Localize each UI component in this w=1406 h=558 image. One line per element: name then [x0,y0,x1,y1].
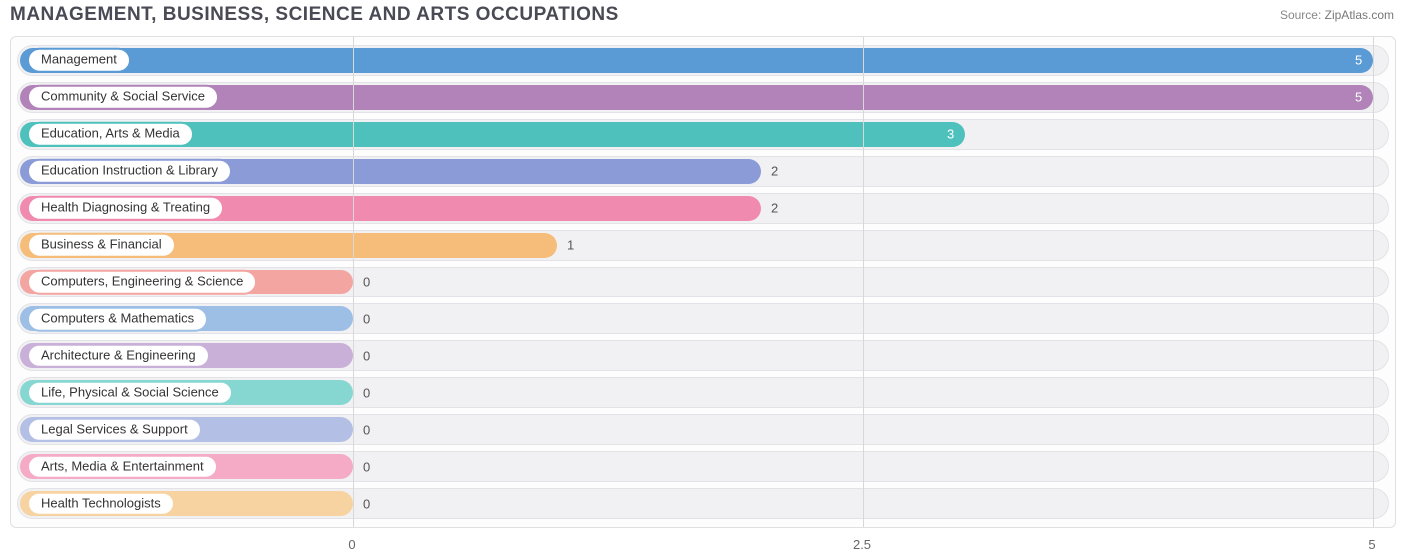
source-attribution: Source: ZipAtlas.com [1280,8,1394,22]
bar-value-label: 2 [771,201,778,216]
bar-value-label: 3 [947,127,954,142]
bar-row: Arts, Media & Entertainment 0 [17,451,1389,482]
bar-label-pill: Health Technologists [27,491,175,516]
bar-label-pill: Computers, Engineering & Science [27,270,257,295]
bar-label-pill: Management [27,48,131,73]
x-axis: 02.55 [10,532,1396,552]
bar-label-pill: Arts, Media & Entertainment [27,454,218,479]
bar-value-label: 1 [567,238,574,253]
bar-value-label: 2 [771,164,778,179]
x-axis-tick: 0 [348,537,355,552]
bar-rows: Management 5 Community & Social Service 5 Ed… [17,45,1389,519]
bar-label-pill: Life, Physical & Social Science [27,380,233,405]
x-axis-tick: 2.5 [853,537,871,552]
bar-label-pill: Community & Social Service [27,85,219,110]
x-axis-tick: 5 [1368,537,1375,552]
bar-label-pill: Architecture & Engineering [27,344,210,369]
bar-value-label: 5 [1355,53,1362,68]
bar-row: Community & Social Service 5 [17,82,1389,113]
grid-line [1373,37,1374,527]
source-label: Source: [1280,8,1321,22]
bar-label-pill: Education, Arts & Media [27,122,194,147]
plot-area: Management 5 Community & Social Service 5 Ed… [10,36,1396,528]
chart-container: MANAGEMENT, BUSINESS, SCIENCE AND ARTS O… [0,0,1406,558]
bar-row: Life, Physical & Social Science 0 [17,377,1389,408]
bar-label-pill: Legal Services & Support [27,417,202,442]
grid-line [863,37,864,527]
source-value: ZipAtlas.com [1325,8,1394,22]
grid-line [353,37,354,527]
bar-value-label: 0 [363,496,370,511]
bar-row: Education Instruction & Library 2 [17,156,1389,187]
bar-value-label: 0 [363,311,370,326]
bar-fill [20,85,1373,110]
bar-row: Computers, Engineering & Science 0 [17,267,1389,298]
bar-row: Business & Financial 1 [17,230,1389,261]
bar-value-label: 0 [363,422,370,437]
bar-value-label: 0 [363,459,370,474]
bar-label-pill: Computers & Mathematics [27,307,208,332]
bar-row: Health Diagnosing & Treating 2 [17,193,1389,224]
bar-row: Legal Services & Support 0 [17,414,1389,445]
bar-value-label: 0 [363,274,370,289]
bar-fill [20,48,1373,73]
bar-value-label: 0 [363,385,370,400]
bar-label-pill: Health Diagnosing & Treating [27,196,224,221]
bar-row: Management 5 [17,45,1389,76]
bar-row: Education, Arts & Media 3 [17,119,1389,150]
bar-value-label: 5 [1355,90,1362,105]
chart-title: MANAGEMENT, BUSINESS, SCIENCE AND ARTS O… [10,4,619,26]
bar-label-pill: Business & Financial [27,233,176,258]
bar-row: Health Technologists 0 [17,488,1389,519]
bar-label-pill: Education Instruction & Library [27,159,232,184]
bar-value-label: 0 [363,348,370,363]
bar-row: Architecture & Engineering 0 [17,340,1389,371]
bar-row: Computers & Mathematics 0 [17,303,1389,334]
